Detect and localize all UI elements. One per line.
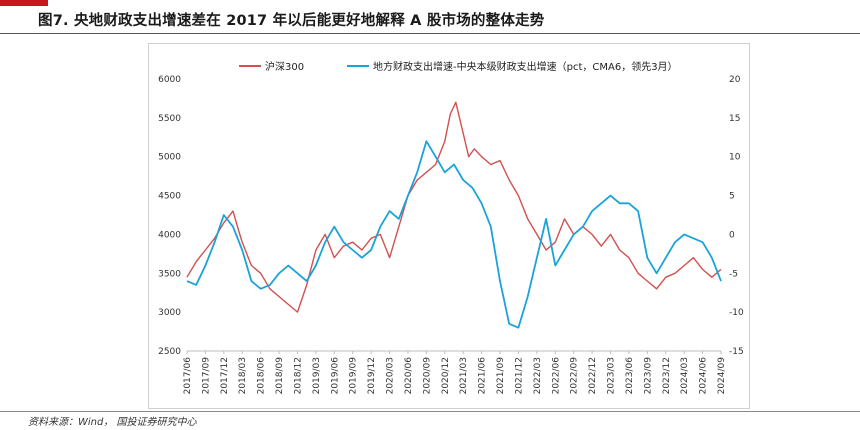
x-tick-label: 2018/06 — [257, 357, 267, 395]
x-tick-label: 2019/12 — [367, 357, 377, 394]
x-tick-label: 2023/03 — [607, 357, 617, 394]
footer-divider — [0, 411, 860, 412]
y-right-tick-label: -15 — [729, 347, 744, 357]
y-left-tick-label: 3500 — [158, 269, 181, 279]
y-left-tick-label: 5500 — [158, 114, 181, 124]
y-left-tick-label: 6000 — [158, 75, 181, 85]
x-tick-label: 2022/06 — [551, 357, 561, 395]
y-right-tick-label: 15 — [729, 114, 740, 124]
x-tick-label: 2021/06 — [478, 357, 488, 395]
y-left-tick-label: 4500 — [158, 192, 181, 202]
y-left-tick-label: 3000 — [158, 308, 181, 318]
x-tick-label: 2017/12 — [220, 357, 230, 394]
x-tick-label: 2019/09 — [349, 357, 359, 395]
figure-title: 图7. 央地财政支出增速差在 2017 年以后能更好地解释 A 股市场的整体走势 — [38, 13, 545, 29]
y-right-tick-label: 0 — [729, 230, 735, 240]
x-tick-label: 2018/03 — [238, 357, 248, 394]
x-tick-label: 2019/03 — [312, 357, 322, 394]
x-tick-label: 2017/06 — [183, 357, 193, 395]
x-tick-label: 2021/12 — [514, 357, 524, 394]
title-accent-bar — [0, 0, 48, 6]
series-line-hs300 — [186, 101, 722, 313]
x-tick-label: 2022/09 — [570, 357, 580, 395]
x-tick-label: 2021/09 — [496, 357, 506, 395]
y-left-tick-label: 4000 — [158, 230, 181, 240]
y-right-tick-label: 20 — [729, 75, 741, 85]
legend-label-hs300: 沪深300 — [265, 60, 304, 73]
source-note: 资料来源：Wind， 国投证券研究中心 — [28, 417, 197, 428]
chart-legend: 沪深300 地方财政支出增速-中央本级财政支出增速（pct，CMA6，领先3月） — [239, 60, 678, 73]
x-tick-label: 2019/06 — [330, 357, 340, 395]
x-tick-label: 2023/12 — [662, 357, 672, 394]
plot-area — [186, 101, 722, 329]
title-divider — [0, 33, 860, 34]
y-left-tick-label: 5000 — [158, 153, 181, 163]
y-right-tick-label: 10 — [729, 153, 741, 163]
y-right-tick-label: 5 — [729, 192, 735, 202]
x-tick-label: 2022/12 — [588, 357, 598, 394]
x-tick-label: 2018/09 — [275, 357, 285, 395]
x-tick-label: 2023/09 — [643, 357, 653, 395]
chart-frame: 沪深300 地方财政支出增速-中央本级财政支出增速（pct，CMA6，领先3月）… — [148, 43, 750, 409]
x-tick-label: 2020/09 — [422, 357, 432, 395]
x-tick-label: 2018/12 — [293, 357, 303, 394]
y-right-tick-label: -10 — [729, 308, 744, 318]
x-tick-label: 2021/03 — [459, 357, 469, 394]
line-chart: 沪深300 地方财政支出增速-中央本级财政支出增速（pct，CMA6，领先3月）… — [158, 60, 744, 395]
x-tick-label: 2020/12 — [441, 357, 451, 394]
series-line-fiscal-diff — [186, 140, 722, 329]
y-left-tick-label: 2500 — [158, 347, 181, 357]
x-tick-label: 2023/06 — [625, 357, 635, 395]
x-tick-label: 2020/03 — [386, 357, 396, 394]
x-axis: 2017/06 2017/09 2017/12 2018/03 2018/06 2018/… — [183, 350, 727, 395]
legend-label-fiscal-diff: 地方财政支出增速-中央本级财政支出增速（pct，CMA6，领先3月） — [373, 60, 678, 73]
y-right-tick-label: -5 — [729, 269, 738, 279]
x-tick-label: 2024/09 — [717, 357, 727, 395]
x-tick-label: 2024/06 — [699, 357, 709, 395]
x-tick-label: 2020/06 — [404, 357, 414, 395]
y-axis-left: 2500 3000 3500 4000 4500 5000 5500 6000 — [158, 75, 181, 357]
x-tick-label: 2022/03 — [533, 357, 543, 394]
x-tick-label: 2024/03 — [680, 357, 690, 394]
y-axis-right: -15 -10 -5 0 5 10 15 20 — [729, 75, 744, 357]
x-tick-label: 2017/09 — [201, 357, 211, 395]
